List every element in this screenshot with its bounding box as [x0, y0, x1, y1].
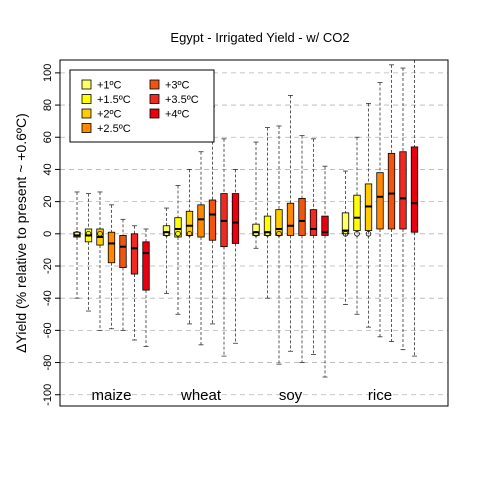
box: [399, 151, 407, 230]
legend-swatch: [149, 79, 160, 90]
point-marker: [85, 231, 92, 237]
y-tick-label: -100: [42, 384, 54, 406]
legend-label: +4ºC: [165, 109, 190, 121]
box: [309, 209, 318, 236]
box: [298, 197, 306, 236]
point-marker: [186, 231, 193, 237]
box: [252, 223, 260, 236]
group-label: wheat: [180, 387, 222, 404]
legend-label: +1.5ºC: [97, 94, 131, 106]
box: [130, 233, 139, 275]
y-tick-label: 80: [42, 99, 54, 111]
box: [119, 235, 127, 269]
box: [376, 172, 384, 230]
plot-frame: [59, 59, 449, 407]
box: [410, 146, 419, 233]
y-tick-label: 0: [42, 231, 54, 237]
group-label: maize: [91, 387, 131, 404]
y-tick-label: -20: [42, 258, 54, 274]
point-marker: [354, 231, 360, 237]
point-marker: [342, 231, 349, 237]
legend-label: +2.5ºC: [97, 123, 131, 135]
point-marker: [163, 231, 170, 237]
point-marker: [276, 231, 282, 237]
box: [341, 212, 350, 235]
y-tick-label: 20: [42, 195, 54, 207]
y-tick-label: -60: [42, 322, 54, 338]
box: [174, 217, 182, 238]
box: [142, 241, 150, 291]
y-axis-label: ΔYield (% relative to present ~ +0.6ºC): [13, 113, 29, 353]
plot-area: maize wheat soy rice -100 -80 -60 -40 -20 0 20 40 60…: [42, 59, 449, 407]
box: [387, 152, 396, 230]
box: [353, 194, 361, 231]
legend-label: +3.5ºC: [165, 94, 199, 106]
box: [197, 204, 205, 238]
point-marker: [253, 231, 259, 237]
y-tick-label: -80: [42, 355, 54, 371]
legend-label: +1ºC: [97, 80, 122, 92]
y-tick-label: 60: [42, 131, 54, 143]
box: [107, 231, 116, 264]
point-marker: [365, 231, 372, 237]
point-marker: [74, 231, 80, 237]
legend-swatch: [81, 79, 92, 90]
group-label: soy: [279, 387, 303, 404]
box: [321, 215, 329, 236]
y-tick-label: 40: [42, 163, 54, 175]
legend-swatch: [149, 108, 160, 119]
group-label: rice: [368, 387, 392, 404]
box: [286, 202, 295, 236]
legend-swatch: [81, 108, 92, 119]
chart-title: Egypt - Irrigated Yield - w/ CO2: [170, 30, 349, 45]
point-marker: [97, 231, 103, 237]
box: [162, 225, 171, 236]
legend-box: [69, 69, 215, 143]
point-marker: [264, 231, 271, 237]
y-tick-label: -40: [42, 290, 54, 306]
box: [275, 209, 283, 236]
box: [185, 210, 194, 236]
legend-label: +3ºC: [165, 80, 190, 92]
box: [231, 193, 240, 244]
y-tick-label: 100: [42, 64, 54, 82]
box: [208, 199, 217, 241]
point-marker: [175, 231, 181, 237]
box: [263, 215, 272, 236]
legend-swatch: [81, 94, 92, 104]
legend-swatch: [81, 123, 92, 133]
legend-label: +2ºC: [97, 109, 122, 121]
legend-swatch: [149, 94, 160, 104]
legend: +1ºC +1.5ºC +2ºC +2.5ºC +3ºC +3.5ºC +4ºC: [69, 69, 215, 143]
